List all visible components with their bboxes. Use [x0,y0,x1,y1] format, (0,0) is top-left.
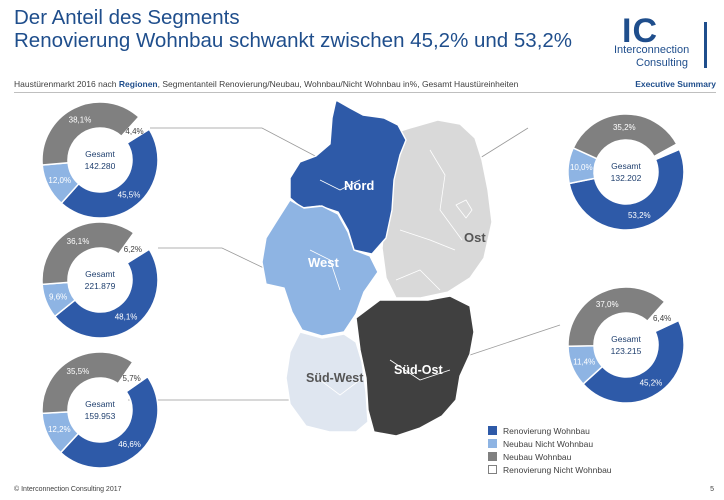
donut-slice [60,128,159,219]
donut-slice-label: 10,0% [570,163,593,172]
donut-slice [572,113,678,160]
donut-total-value: 142.280 [85,161,116,171]
donut-slice [646,300,680,333]
legend-item-neubau-wohnbau: Neubau Wohnbau [488,450,612,463]
donut-slice [41,221,135,286]
donut-total-label: Gesamt [85,269,115,279]
map-label-ost: Ost [464,230,486,245]
map-subregion-borders [309,149,473,396]
donut-total-value: 123.215 [611,346,642,356]
subtitle-pre: Haustürenmarkt 2016 nach [14,79,119,89]
legend-label: Renovierung Nicht Wohnbau [503,464,612,475]
logo-bar [704,22,707,68]
donut-slice-label: 45,5% [118,190,141,199]
donut-slice [53,248,159,339]
subtitle-post: , Segmentanteil Renovierung/Neubau, Wohn… [157,79,519,89]
donut-slice-label: 4,4% [125,127,143,136]
donut-total-label: Gesamt [611,334,641,344]
map-label-nord: Nord [344,178,374,193]
donut-west: 48,1% 9,6% 36,1% 6,2% Gesamt 221.879 [41,221,159,339]
donut-slice-label: 11,4% [573,358,595,367]
subtitle-bold: Regionen [118,79,158,89]
donut-slice [59,375,159,469]
header-divider [14,92,716,93]
logo-line-1: Interconnection [614,44,690,56]
donut-slice-label: 35,5% [67,367,90,376]
donut-slice [120,115,151,145]
donut-total-label: Gesamt [85,399,115,409]
donut-slice [117,231,151,265]
legend-item-renovierung-nicht-wohnbau: Renovierung Nicht Wohnbau [488,463,612,476]
donut-slice-label: 46,6% [118,440,141,449]
donut-slice-label: 5,7% [123,374,141,383]
legend-swatch [488,426,497,435]
donut-total-value: 132.202 [611,173,642,183]
donut-slice [653,143,681,161]
connector-nord [150,127,339,169]
donut-slice [582,319,685,404]
donut-slice [117,361,149,393]
donut-sdwest: 46,6% 12,2% 35,5% 5,7% Gesamt 159.953 [41,351,159,469]
company-logo: IC Interconnection Consulting [606,12,716,70]
connector-suedost [469,324,561,356]
donut-slice [41,101,140,166]
logo-line-2: Consulting [636,57,688,69]
donut-slice-label: 53,2% [628,211,651,220]
donut-slice-label: 48,1% [115,313,138,322]
map-region-suedost [355,295,475,437]
donut-slice-label: 37,0% [596,300,619,309]
donut-slice-label: 12,2% [48,425,71,434]
donut-total-value: 159.953 [85,411,116,421]
connector-west [158,247,269,271]
page-number: 5 [710,486,714,493]
donut-slice-label: 6,4% [653,314,671,323]
map-label-west: West [308,255,339,270]
germany-map [261,99,493,437]
donut-slice-label: 6,2% [124,245,142,254]
map-label-suedost: Süd-Ost [394,363,443,377]
title-line-2: Renovierung Wohnbau schwankt zwischen 45… [14,29,573,52]
footer-copyright: © Interconnection Consulting 2017 [14,486,122,493]
donut-slice-label: 9,6% [49,293,67,302]
map-label-suedwest: Süd-West [306,371,364,385]
legend-label: Neubau Wohnbau [503,451,572,462]
donut-charts: 45,5% 12,0% 38,1% 4,4% Gesamt 142.280 48,1% 9,6… [41,101,685,469]
donut-slice-label: 45,2% [640,378,663,387]
legend-label: Neubau Nicht Wohnbau [503,438,594,449]
donut-ost: 53,2% 10,0% 35,2% Gesamt 132.202 [567,113,685,231]
legend-label: Renovierung Wohnbau [503,425,590,436]
legend-swatch [488,439,497,448]
executive-summary-label: Executive Summary [635,79,716,89]
legend-item-renovierung-wohnbau: Renovierung Wohnbau [488,424,612,437]
donut-slice [567,286,666,348]
donut-slice-label: 36,1% [67,237,90,246]
page-title: Der Anteil des Segments Renovierung Wohn… [14,6,572,52]
donut-slice [41,351,134,415]
map-region-west [261,199,379,337]
donut-slice-label: 12,0% [48,176,71,185]
donut-total-value: 221.879 [85,281,116,291]
donut-slice-label: 38,1% [69,116,92,125]
donut-nord: 45,5% 12,0% 38,1% 4,4% Gesamt 142.280 [41,101,159,219]
donut-total-label: Gesamt [85,149,115,159]
map-region-suedwest [285,331,369,433]
legend-swatch [488,452,497,461]
donut-total-label: Gesamt [611,161,641,171]
donut-slice [568,148,685,231]
logo-letters: IC [622,12,658,50]
connector-lines [128,127,561,416]
donut-sdost: 45,2% 11,4% 37,0% 6,4% Gesamt 123.215 [567,286,685,404]
donut-slice-label: 35,2% [613,123,636,132]
legend-swatch [488,465,497,474]
title-line-1: Der Anteil des Segments [14,6,240,29]
connector-ost [479,127,529,159]
legend-item-neubau-nicht-wohnbau: Neubau Nicht Wohnbau [488,437,612,450]
subtitle: Haustürenmarkt 2016 nach Regionen, Segme… [14,79,518,89]
legend: Renovierung Wohnbau Neubau Nicht Wohnbau… [488,424,612,476]
map-region-labels: Nord West Ost Süd-West Süd-Ost [306,178,486,385]
